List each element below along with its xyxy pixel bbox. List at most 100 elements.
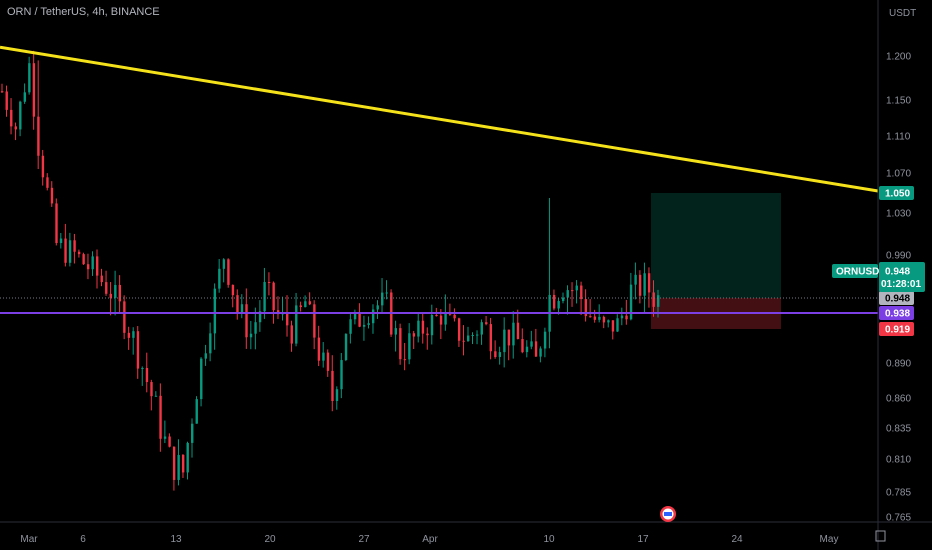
candle-body: [498, 352, 502, 358]
candle-body: [643, 273, 646, 296]
x-tick-label: 6: [80, 534, 86, 545]
candle-body: [213, 288, 217, 334]
candle-body: [290, 325, 293, 344]
candle-body: [308, 301, 312, 305]
candle-body: [439, 315, 443, 325]
candle-body: [457, 318, 461, 341]
candle-body: [625, 315, 628, 320]
price-label-text: 0.938: [885, 309, 910, 320]
candle-body: [657, 295, 660, 307]
candle-body: [593, 316, 597, 320]
y-tick-label: 0.835: [886, 424, 911, 435]
candle-body: [326, 352, 330, 371]
candle-body: [335, 389, 339, 401]
candle-body: [23, 92, 27, 102]
candle-body: [629, 284, 633, 320]
candle-body: [525, 346, 529, 353]
price-label-bg: [879, 291, 914, 305]
candle-body: [218, 268, 221, 289]
price-label-bg: [879, 186, 914, 200]
last-price-text: 0.948: [885, 267, 910, 278]
y-tick-label: 0.765: [886, 513, 911, 524]
candle-body: [571, 290, 574, 292]
candle-body: [159, 395, 162, 439]
candle-body: [448, 313, 452, 315]
candle-body: [227, 259, 230, 285]
candle-body: [403, 359, 407, 361]
candle-body: [154, 395, 158, 397]
x-tick-label: May: [820, 534, 839, 545]
time-axis: Mar 6 13 20 27 Apr 10 17 24 May: [20, 534, 838, 545]
candle-body: [19, 101, 22, 130]
candle-body: [204, 353, 207, 359]
candle-body: [299, 305, 302, 308]
y-tick-label: 1.150: [886, 96, 911, 107]
candle-body: [331, 370, 334, 401]
candle-body: [589, 316, 592, 318]
candle-body: [150, 382, 153, 397]
x-tick-label: 24: [731, 534, 743, 545]
candle-body: [444, 313, 447, 325]
candle-body: [381, 292, 384, 306]
candle-body: [105, 282, 108, 294]
x-tick-label: 13: [170, 534, 182, 545]
last-price-badge-bg: [879, 262, 925, 292]
candle-body: [539, 348, 542, 357]
price-label-text: 1.050: [885, 189, 910, 200]
y-tick-label: 0.890: [886, 359, 911, 370]
x-tick-label: 17: [637, 534, 649, 545]
candle-body: [141, 367, 144, 369]
candle-body: [543, 331, 547, 349]
candle-body: [616, 318, 619, 332]
candle-body: [231, 284, 235, 296]
candle-body: [421, 320, 425, 334]
candle-body: [575, 285, 578, 291]
candle-body: [453, 314, 456, 319]
candle-body: [566, 290, 569, 298]
candle-body: [652, 292, 655, 307]
candle-body: [367, 323, 370, 325]
candle-body: [55, 203, 58, 244]
candle-body: [168, 436, 171, 447]
candle-body: [240, 304, 244, 313]
candle-body: [561, 297, 565, 302]
candle-body: [494, 351, 497, 358]
candle-body: [209, 333, 212, 354]
candle-body: [462, 340, 465, 342]
x-tick-label: 27: [358, 534, 370, 545]
candle-body: [172, 446, 176, 480]
candle-body: [435, 314, 438, 316]
candle-body: [313, 304, 316, 338]
candle-body: [602, 316, 606, 323]
candle-body: [552, 294, 556, 309]
candle-body: [489, 324, 493, 352]
candle-body: [376, 305, 379, 310]
candle-body: [127, 332, 131, 338]
candle-body: [14, 126, 17, 130]
candle-body: [222, 259, 226, 269]
candle-body: [236, 295, 239, 313]
candle-body: [580, 285, 583, 300]
candle-body: [417, 320, 420, 337]
candle-body: [385, 292, 388, 294]
candle-body: [254, 322, 257, 334]
candle-body: [399, 328, 402, 360]
candle-body: [46, 177, 49, 188]
candle-body: [534, 341, 538, 357]
candle-body: [507, 329, 511, 346]
price-label-text: 0.948: [885, 294, 910, 305]
candle-body: [530, 341, 533, 347]
candle-body: [186, 442, 189, 473]
candle-body: [177, 454, 180, 480]
candle-body: [426, 333, 429, 336]
candle-body: [340, 360, 343, 390]
candle-body: [86, 264, 90, 270]
candle-body: [634, 274, 637, 285]
candle-body: [480, 322, 483, 335]
y-tick-label: 0.785: [886, 488, 911, 499]
candle-body: [267, 282, 271, 284]
candle-body: [620, 315, 624, 319]
candle-body: [77, 251, 81, 255]
